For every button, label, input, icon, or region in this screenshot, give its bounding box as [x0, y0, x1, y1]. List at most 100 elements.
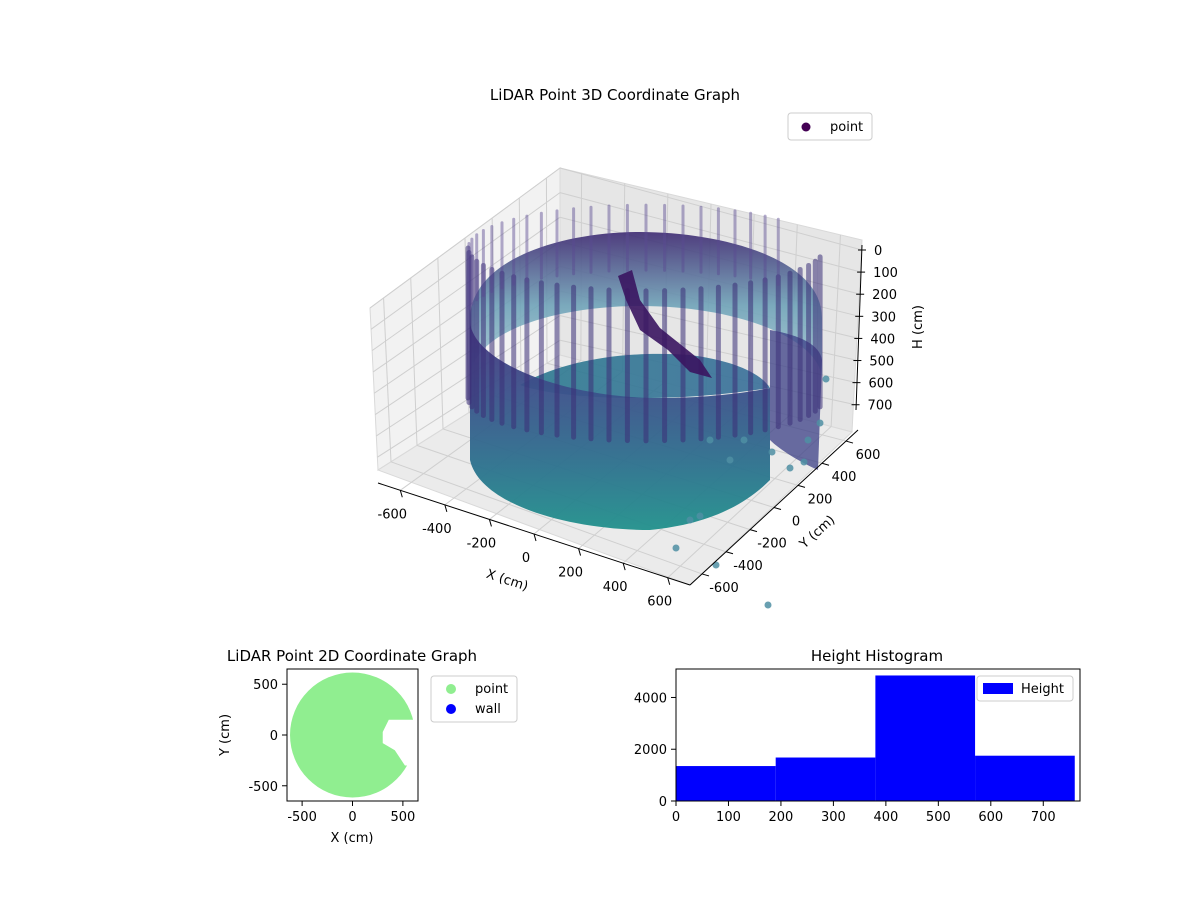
chart-3d-ticks: -600 -400 -200 0 200 400 600 -600 -400 -200 0 200 40… [378, 244, 898, 610]
x-tick-label-hist: 100 [716, 810, 741, 825]
y-tick-mark-3d [773, 507, 782, 510]
x-gridline-wall-3d [830, 234, 841, 427]
x-tick-label-3d: 400 [603, 580, 628, 595]
x-tick-label-3d: 200 [558, 566, 583, 581]
x-tick-label-3d: -400 [422, 522, 452, 537]
stray-point [786, 464, 794, 472]
z-tick-label-3d: 400 [870, 332, 895, 347]
histogram-bar [875, 675, 976, 801]
stray-point [686, 516, 694, 524]
stray-point [726, 456, 734, 464]
histogram-bars [676, 675, 1075, 801]
x-tick-mark-3d [622, 563, 626, 571]
legend-2d-wall-label: wall [475, 702, 501, 717]
x-tick-label-hist: 300 [821, 810, 846, 825]
histogram-frame [675, 668, 1081, 802]
y-tick-label-3d: 400 [832, 470, 857, 485]
stray-point [706, 436, 714, 444]
chart-3d: LiDAR Point 3D Coordinate Graph [369, 86, 926, 610]
x-tick-label-hist: 400 [873, 810, 898, 825]
y-tick-label-3d: -400 [733, 559, 763, 574]
chart-2d-title: LiDAR Point 2D Coordinate Graph [227, 647, 477, 665]
stray-point [672, 544, 680, 552]
x-tick-mark-3d [399, 490, 403, 498]
chart-histogram: Height Histogram 0 100 200 300 400 500 600 7000… [634, 647, 1081, 825]
histogram-bar [676, 766, 776, 801]
x-tick-mark-3d [488, 519, 492, 527]
stray-point [816, 419, 824, 427]
y-tick-label-3d: 0 [792, 515, 800, 530]
legend-3d-point-label: point [830, 120, 863, 135]
chart-2d-ticks: -500 0 500 -500 0 500 [248, 678, 415, 825]
y-tick-mark-3d [749, 529, 758, 533]
y-tick-label-2d: 0 [270, 729, 278, 744]
y-tick-mark-3d [701, 573, 710, 577]
x-tick-mark-3d [667, 577, 671, 585]
y-tick-label-3d: -200 [757, 537, 787, 552]
point-disk-gap [382, 719, 415, 766]
wall-front-surface [470, 320, 770, 530]
legend-2d-point-label: point [475, 682, 508, 697]
z-tick-label-3d: 500 [869, 355, 894, 370]
x-tick-label-3d: 600 [647, 595, 672, 610]
y-tick-label-3d: 200 [808, 492, 833, 507]
z-tick-label-3d: 300 [871, 310, 896, 325]
x-tick-label-2d: -500 [287, 810, 317, 825]
z-tick-label-3d: 100 [873, 266, 898, 281]
x-tick-label-hist: 200 [769, 810, 794, 825]
histogram-bar [975, 755, 1075, 801]
legend-histogram-frame [976, 675, 1074, 702]
x-tick-label-3d: -600 [378, 507, 408, 522]
y-axis-label-3d: Y (cm) [796, 513, 838, 553]
y-gridline-wall-3d [410, 277, 418, 446]
stray-point [696, 512, 704, 520]
x-tick-label-hist: 600 [978, 810, 1003, 825]
legend-histogram: Height [976, 675, 1074, 702]
stray-point [712, 561, 720, 569]
legend-histogram-label: Height [1021, 682, 1064, 697]
histogram-title: Height Histogram [811, 647, 943, 665]
z-gridline-right-3d [559, 192, 862, 273]
y-gridline-wall-3d [437, 257, 444, 429]
x-tick-mark-3d [444, 504, 448, 512]
x-tick-label-3d: 0 [522, 551, 530, 566]
wall-point-columns [465, 203, 823, 444]
z-axis-label-3d: H (cm) [911, 305, 926, 349]
y-gridline-3d [390, 461, 703, 575]
y-gridline-wall-3d [383, 297, 392, 462]
legend-2d: point wall [430, 675, 518, 723]
legend-2d-point-marker [446, 684, 456, 694]
y-tick-label-hist: 0 [659, 795, 667, 810]
z-gridline-left-3d [369, 167, 561, 309]
x-tick-label-hist: 500 [926, 810, 951, 825]
y-tick-label-hist: 2000 [634, 743, 667, 758]
histogram-ticks: 0 100 200 300 400 500 600 700 0 2000 4000 [634, 691, 1056, 825]
stray-point [740, 436, 748, 444]
x-axis-label-2d: X (cm) [331, 831, 374, 846]
z-gridline-right-3d [559, 167, 863, 251]
x-axis-label-3d: X (cm) [484, 567, 530, 595]
z-tick-label-3d: 200 [872, 288, 897, 303]
y-tick-label-2d: 500 [253, 678, 278, 693]
z-tick-label-3d: 0 [874, 244, 882, 259]
x-tick-mark-3d [533, 533, 537, 542]
stray-point [822, 375, 830, 383]
y-axis-label-2d: Y (cm) [218, 714, 233, 757]
z-tick-label-3d: 700 [868, 399, 893, 414]
legend-2d-wall-marker [446, 704, 456, 714]
x-tick-label-hist: 700 [1031, 810, 1056, 825]
y-tick-mark-3d [725, 551, 734, 555]
legend-3d: point [787, 112, 873, 141]
x-tick-label-2d: 500 [390, 810, 415, 825]
x-tick-mark-3d [578, 548, 582, 556]
legend-3d-marker [801, 122, 811, 132]
point-cloud [465, 203, 830, 609]
y-tick-label-3d: -600 [709, 581, 739, 596]
chart-2d-plot-area [290, 672, 415, 798]
x-tick-label-2d: 0 [348, 810, 356, 825]
y-tick-label-2d: -500 [248, 780, 278, 795]
chart-3d-title: LiDAR Point 3D Coordinate Graph [490, 86, 740, 104]
stray-point [800, 458, 808, 466]
chart-2d: LiDAR Point 2D Coordinate Graph -500 0 500… [218, 647, 518, 846]
